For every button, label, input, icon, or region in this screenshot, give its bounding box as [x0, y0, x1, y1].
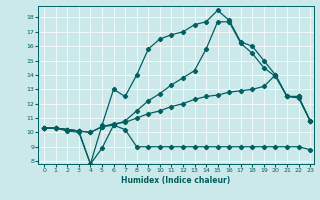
X-axis label: Humidex (Indice chaleur): Humidex (Indice chaleur) — [121, 176, 231, 185]
